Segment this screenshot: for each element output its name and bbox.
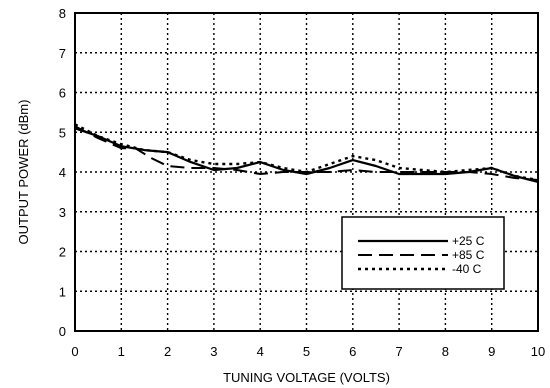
- legend-box: [341, 216, 505, 290]
- y-tick-label: 4: [59, 165, 66, 180]
- y-tick-label: 1: [59, 284, 66, 299]
- y-tick-label: 7: [59, 46, 66, 61]
- x-tick-label: 5: [303, 344, 310, 359]
- series-layer: [74, 123, 539, 183]
- x-tick-label: 3: [210, 344, 217, 359]
- x-tick-label: 0: [71, 344, 78, 359]
- series-line-2: [74, 125, 539, 181]
- x-tick-label: 6: [349, 344, 356, 359]
- x-axis-title: TUNING VOLTAGE (VOLTS): [223, 370, 390, 385]
- legend: +25 C+85 C-40 C: [341, 216, 505, 290]
- x-tick-label: 2: [164, 344, 171, 359]
- y-tick-label: 2: [59, 245, 66, 260]
- plot-frame: [74, 12, 539, 332]
- y-axis-title: OUTPUT POWER (dBm): [16, 100, 31, 245]
- y-tick-label: 0: [59, 324, 66, 339]
- x-tick-label: 9: [488, 344, 495, 359]
- x-tick-label: 7: [395, 344, 402, 359]
- legend-label-1: +25 C: [452, 234, 485, 248]
- x-tick-label: 8: [442, 344, 449, 359]
- y-tick-label: 8: [59, 6, 66, 21]
- x-tick-label: 1: [118, 344, 125, 359]
- y-tick-label: 6: [59, 86, 66, 101]
- tick-layer: 0 1 2 3 4 5 6 7 8 9 10 0 1 2 3 4 5 6 7 8: [59, 6, 545, 359]
- series-line-3: [74, 123, 539, 182]
- x-tick-label: 10: [531, 344, 545, 359]
- series-line-1: [74, 127, 539, 183]
- legend-label-2: +85 C: [452, 248, 485, 262]
- y-tick-label: 3: [59, 205, 66, 220]
- legend-label-3: -40 C: [452, 262, 482, 276]
- x-tick-label: 4: [257, 344, 264, 359]
- y-tick-label: 5: [59, 125, 66, 140]
